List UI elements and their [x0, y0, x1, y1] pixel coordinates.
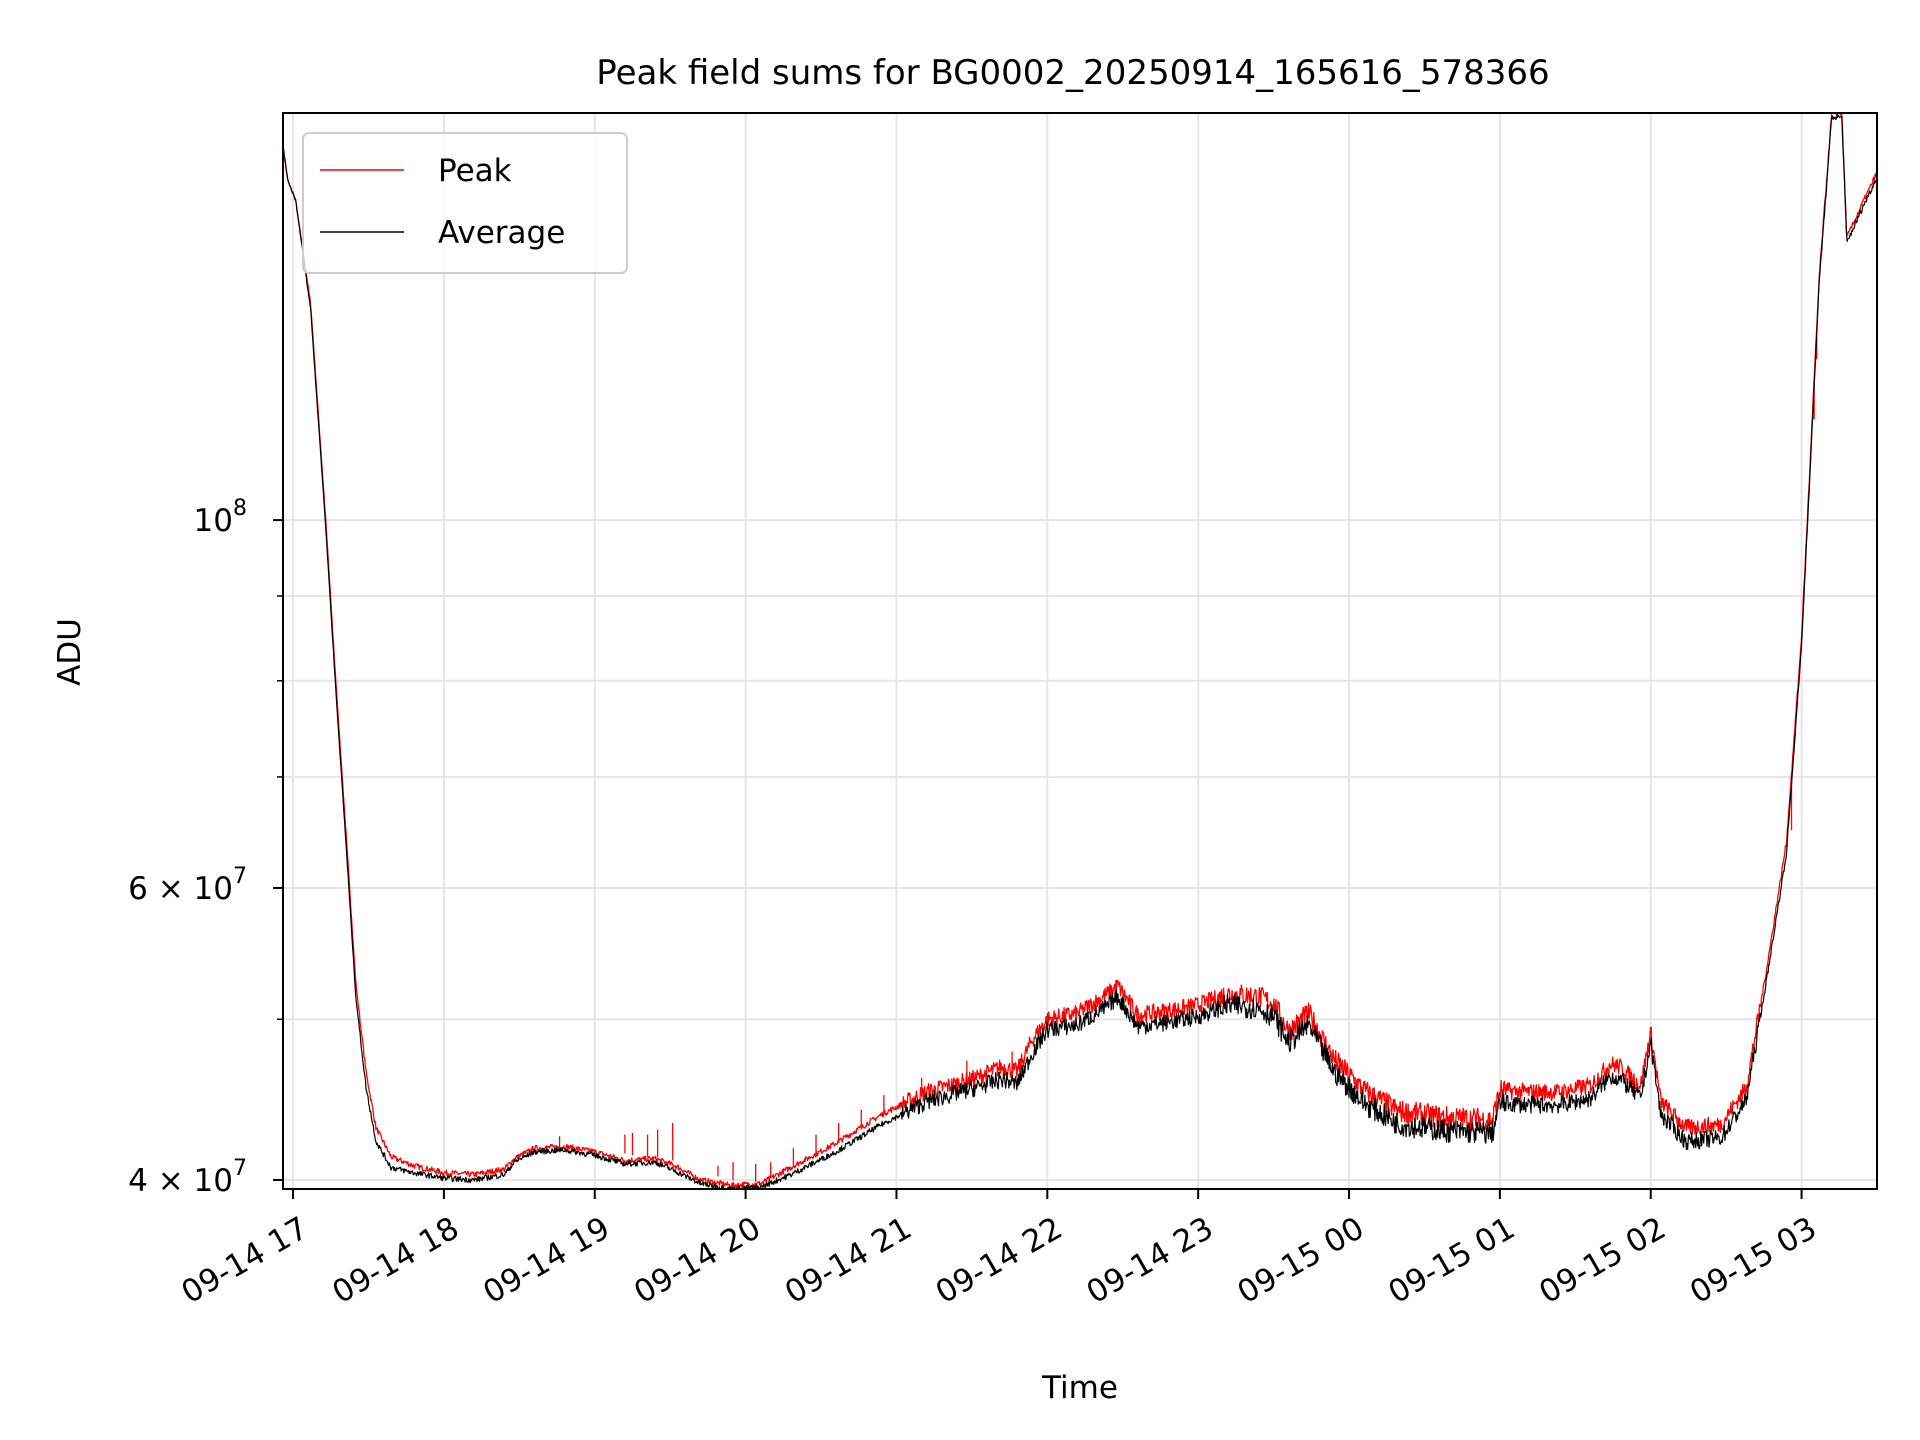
legend: Peak Average: [302, 132, 628, 274]
legend-peak-label: Peak: [438, 153, 512, 189]
y-tick-label: 6 × 107: [128, 864, 247, 907]
y-axis-ticks: 4 × 107 6 × 107 108: [128, 496, 283, 1199]
legend-average-label: Average: [438, 215, 565, 251]
plot-frame: [282, 112, 1878, 1190]
y-axis-label: ADU: [52, 618, 88, 686]
y-tick-label: 4 × 107: [128, 1156, 247, 1199]
y-tick-label: 108: [194, 496, 247, 539]
chart-title: Peak field sums for BG0002_20250914_1656…: [596, 53, 1549, 93]
series-lines: [283, 113, 1877, 1189]
legend-box: [302, 132, 628, 274]
series-line-peak: [283, 113, 1877, 1189]
x-axis-label: Time: [1041, 1370, 1118, 1406]
series-line-average: [283, 114, 1877, 1189]
